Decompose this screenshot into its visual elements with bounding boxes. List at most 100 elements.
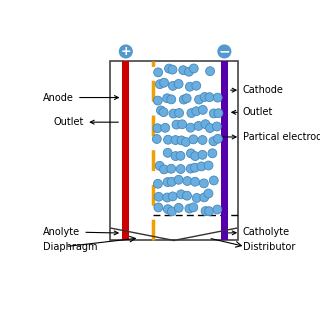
Circle shape <box>205 124 214 132</box>
Circle shape <box>176 151 185 160</box>
Circle shape <box>191 177 199 186</box>
Circle shape <box>213 93 222 102</box>
Circle shape <box>160 165 169 174</box>
Circle shape <box>204 189 213 198</box>
Circle shape <box>198 136 207 144</box>
Circle shape <box>192 107 201 116</box>
Circle shape <box>159 108 168 116</box>
Circle shape <box>168 65 177 74</box>
Text: Outlet: Outlet <box>232 107 273 117</box>
Circle shape <box>118 44 134 59</box>
Circle shape <box>182 94 191 103</box>
Text: Catholyte: Catholyte <box>228 227 290 237</box>
Bar <box>110 60 238 240</box>
Circle shape <box>186 164 195 173</box>
Text: Anolyte: Anolyte <box>43 227 118 237</box>
Circle shape <box>160 78 169 87</box>
Circle shape <box>176 164 185 173</box>
Circle shape <box>154 203 163 212</box>
Circle shape <box>178 120 187 129</box>
Circle shape <box>154 68 163 77</box>
Circle shape <box>192 81 201 90</box>
Circle shape <box>209 109 218 118</box>
Text: Anode: Anode <box>43 92 118 102</box>
Circle shape <box>191 152 200 161</box>
Text: Diaphragm: Diaphragm <box>43 242 98 252</box>
Circle shape <box>189 203 198 212</box>
Circle shape <box>171 136 180 145</box>
Circle shape <box>163 193 172 202</box>
Circle shape <box>213 134 222 143</box>
Circle shape <box>174 204 183 212</box>
Circle shape <box>163 94 172 103</box>
Circle shape <box>169 109 178 118</box>
Circle shape <box>189 135 198 144</box>
Circle shape <box>195 95 204 104</box>
Circle shape <box>161 123 170 132</box>
Circle shape <box>153 96 162 105</box>
Circle shape <box>167 95 176 104</box>
Circle shape <box>154 192 163 201</box>
Circle shape <box>198 150 207 159</box>
Circle shape <box>163 148 172 157</box>
Circle shape <box>179 95 188 104</box>
Circle shape <box>190 163 199 172</box>
Circle shape <box>204 161 213 170</box>
Circle shape <box>153 124 162 132</box>
Circle shape <box>177 136 186 145</box>
Circle shape <box>163 178 172 187</box>
Circle shape <box>199 179 208 188</box>
Circle shape <box>167 164 176 173</box>
Text: Outlet: Outlet <box>53 117 118 127</box>
Circle shape <box>164 205 172 213</box>
Circle shape <box>205 93 214 101</box>
Circle shape <box>164 64 173 73</box>
Circle shape <box>213 205 222 214</box>
Bar <box>221 60 228 240</box>
Circle shape <box>168 82 177 90</box>
Circle shape <box>208 149 217 158</box>
Circle shape <box>164 135 172 144</box>
Circle shape <box>183 177 192 185</box>
Circle shape <box>214 109 223 118</box>
Circle shape <box>174 175 183 184</box>
Circle shape <box>187 108 196 117</box>
Circle shape <box>179 66 188 75</box>
Text: Distributor: Distributor <box>243 242 295 252</box>
Circle shape <box>201 207 210 215</box>
Circle shape <box>197 162 206 171</box>
Circle shape <box>168 192 177 201</box>
Circle shape <box>154 179 162 188</box>
Circle shape <box>212 122 221 131</box>
Circle shape <box>187 149 195 158</box>
Circle shape <box>167 207 176 216</box>
Text: Cathode: Cathode <box>231 85 284 95</box>
Circle shape <box>156 80 164 89</box>
Circle shape <box>201 120 210 129</box>
Circle shape <box>174 79 183 88</box>
Text: −: − <box>219 44 230 59</box>
Circle shape <box>185 67 193 76</box>
Circle shape <box>209 176 218 185</box>
Circle shape <box>209 137 218 146</box>
Circle shape <box>182 191 191 200</box>
Circle shape <box>177 190 186 199</box>
Circle shape <box>200 92 209 101</box>
Text: +: + <box>121 45 131 58</box>
Circle shape <box>192 194 201 202</box>
Circle shape <box>206 67 214 76</box>
Circle shape <box>189 64 198 73</box>
Circle shape <box>152 134 161 143</box>
Circle shape <box>200 193 209 202</box>
Circle shape <box>181 138 190 147</box>
Circle shape <box>194 122 203 130</box>
Circle shape <box>156 106 165 115</box>
Bar <box>122 60 129 240</box>
Circle shape <box>171 152 180 161</box>
Circle shape <box>167 177 176 186</box>
Circle shape <box>175 108 184 117</box>
Circle shape <box>205 207 213 216</box>
Text: Partical electrod: Partical electrod <box>221 132 320 142</box>
Circle shape <box>217 44 232 59</box>
Circle shape <box>185 204 194 213</box>
